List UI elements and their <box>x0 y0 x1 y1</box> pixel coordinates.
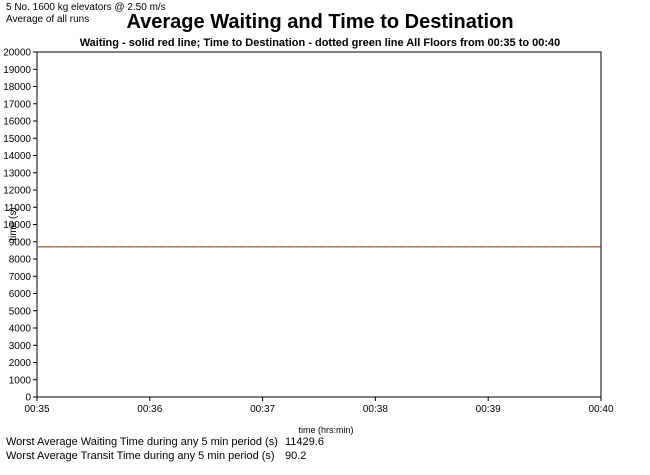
runs-info: Average of all runs <box>6 14 90 25</box>
worst-transit-label: Worst Average Transit Time during any 5 … <box>6 450 275 462</box>
chart-subtitle: Waiting - solid red line; Time to Destin… <box>79 37 561 49</box>
x-tick-label: 00:38 <box>363 404 388 415</box>
worst-transit-value: 90.2 <box>285 450 307 462</box>
x-tick-label: 00:35 <box>24 404 49 415</box>
y-tick-label: 11000 <box>4 203 32 214</box>
x-tick-label: 00:40 <box>588 404 613 415</box>
y-tick-label: 15000 <box>3 134 31 145</box>
y-axis-label: time (s) <box>8 207 19 240</box>
y-tick-label: 7000 <box>9 272 32 283</box>
elevator-info: 5 No. 1600 kg elevators @ 2.50 m/s <box>6 2 166 13</box>
y-tick-label: 9000 <box>9 237 32 248</box>
y-tick-label: 5000 <box>9 306 32 317</box>
x-tick-label: 00:39 <box>476 404 501 415</box>
y-tick-label: 20000 <box>3 48 31 59</box>
y-tick-label: 10000 <box>3 220 31 231</box>
y-tick-label: 17000 <box>3 99 31 110</box>
y-tick-label: 8000 <box>9 255 32 266</box>
chart-title: Average Waiting and Time to Destination <box>126 11 514 33</box>
y-tick-label: 1000 <box>9 375 32 386</box>
x-tick-label: 00:36 <box>137 404 162 415</box>
worst-waiting-label: Worst Average Waiting Time during any 5 … <box>6 436 278 448</box>
y-tick-label: 12000 <box>3 186 31 197</box>
y-tick-label: 6000 <box>9 289 32 300</box>
y-tick-label: 18000 <box>3 82 31 93</box>
y-tick-label: 13000 <box>3 168 31 179</box>
y-tick-label: 14000 <box>3 151 31 162</box>
plot-frame <box>36 51 602 398</box>
x-axis-label: time (hrs:min) <box>298 425 353 435</box>
x-tick-label: 00:37 <box>250 404 275 415</box>
y-tick-label: 0 <box>25 393 31 404</box>
y-tick-label: 19000 <box>3 65 31 76</box>
y-tick-label: 2000 <box>9 358 32 369</box>
y-tick-label: 4000 <box>9 324 32 335</box>
y-tick-label: 3000 <box>9 341 32 352</box>
y-tick-label: 16000 <box>3 117 31 128</box>
worst-waiting-value: 11429.6 <box>285 436 324 448</box>
